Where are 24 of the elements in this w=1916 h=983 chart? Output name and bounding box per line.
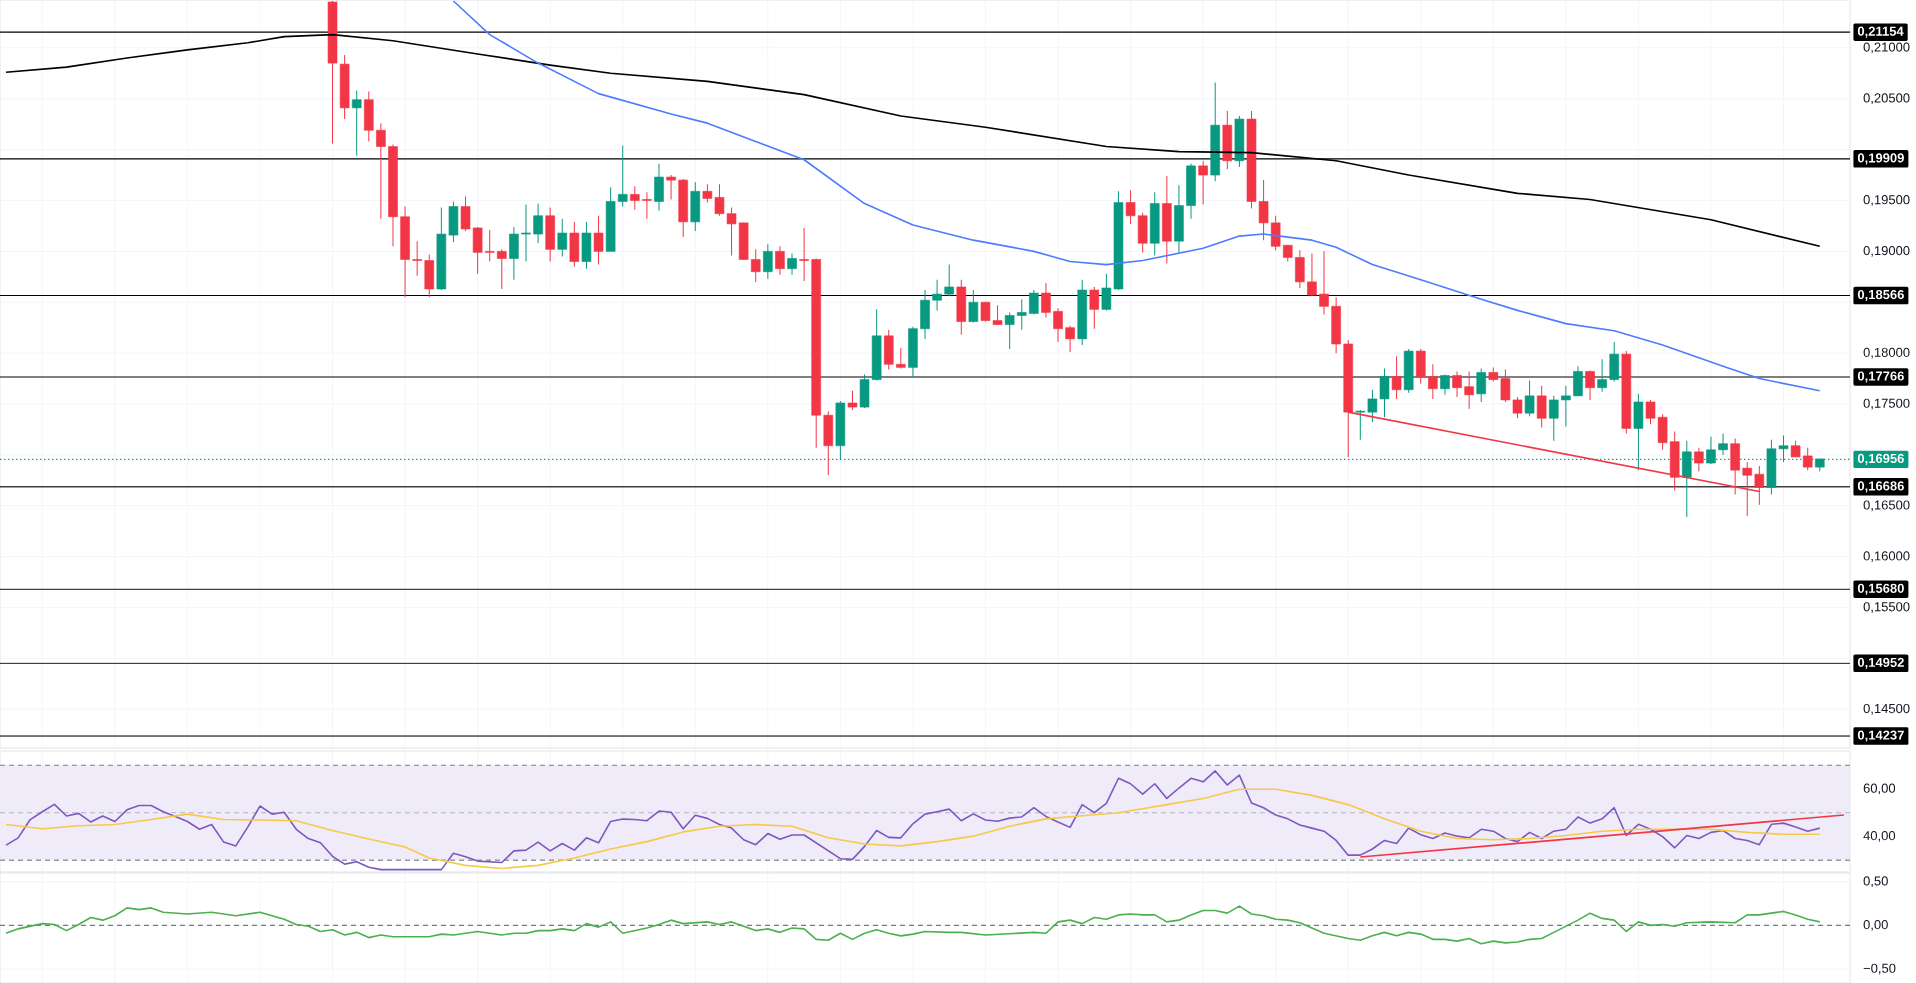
ref-line-label: 0,16686 xyxy=(1857,481,1904,493)
y-tick-label: 0,15500 xyxy=(1863,602,1910,613)
ref-line-label: 0,19909 xyxy=(1857,153,1904,165)
y-tick-label: 0,21000 xyxy=(1863,42,1910,54)
y-tick-label: 60,00 xyxy=(1863,783,1896,795)
y-tick-label: 0,14500 xyxy=(1863,703,1910,715)
y-tick-label: 0,50 xyxy=(1863,876,1888,888)
ref-line-label: 0,14237 xyxy=(1857,730,1904,742)
y-tick-label: 40,00 xyxy=(1863,831,1896,842)
y-tick-label: 0,18000 xyxy=(1863,347,1910,359)
y-tick-label: 0,19500 xyxy=(1863,195,1910,206)
y-tick-label: 0,16000 xyxy=(1863,551,1910,563)
ref-line-label: 0,15680 xyxy=(1857,583,1904,595)
ref-line-label: 0,14952 xyxy=(1857,657,1904,669)
ref-line-label: 0,17766 xyxy=(1857,371,1904,383)
ref-line-label: 0,18566 xyxy=(1857,289,1904,302)
y-tick-label: 0,16500 xyxy=(1863,500,1910,512)
y-tick-label: 0,00 xyxy=(1863,920,1888,931)
y-tick-label: −0,50 xyxy=(1863,963,1896,975)
y-tick-label: 0,17500 xyxy=(1863,398,1910,410)
y-tick-label: 0,20500 xyxy=(1863,93,1910,105)
ref-line-label: 0,21154 xyxy=(1857,26,1904,38)
y-tick-label: 0,19000 xyxy=(1863,246,1910,257)
ref-line-label: 0,16956 xyxy=(1857,453,1904,465)
